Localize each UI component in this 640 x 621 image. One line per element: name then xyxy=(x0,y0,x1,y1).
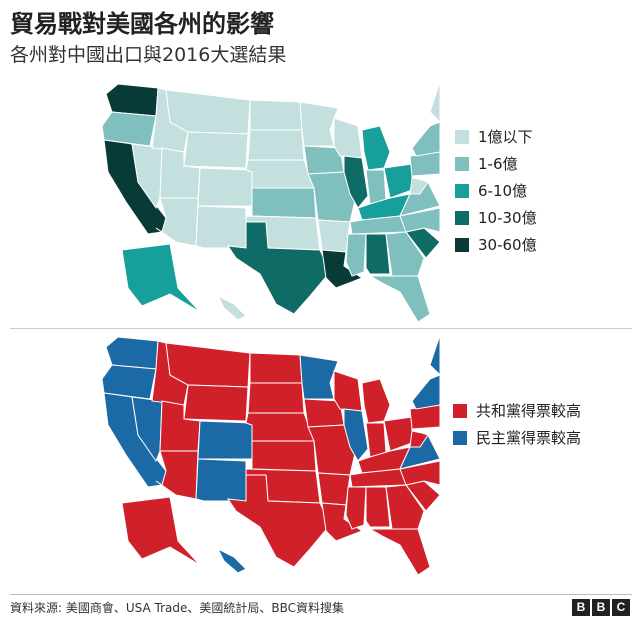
election-state-nm xyxy=(195,458,247,502)
exports-legend-swatch xyxy=(455,129,469,144)
exports-state-ny xyxy=(411,121,440,157)
exports-state-mi xyxy=(361,125,391,171)
exports-state-ar xyxy=(317,219,351,253)
exports-state-hi xyxy=(216,294,247,321)
election-legend: 共和黨得票較高 民主黨得票較高 xyxy=(453,397,581,451)
exports-map xyxy=(101,82,440,323)
election-state-wv xyxy=(409,430,429,448)
exports-state-fl xyxy=(368,275,431,323)
source-note: 資料來源: 美國商會、USA Trade、美國統計局、BBC資料搜集 xyxy=(10,601,344,615)
election-legend-swatch xyxy=(453,403,467,418)
election-state-wy xyxy=(183,384,249,422)
bbc-logo-letter: C xyxy=(612,599,630,616)
exports-legend-item: 1-6億 xyxy=(455,150,537,177)
election-legend-label: 民主黨得票較高 xyxy=(476,429,582,447)
exports-legend-item: 6-10億 xyxy=(455,177,537,204)
election-state-oh xyxy=(383,416,413,452)
exports-state-ne xyxy=(245,159,315,189)
election-state-pa xyxy=(409,404,440,430)
exports-state-sd xyxy=(247,129,305,161)
election-state-hi xyxy=(216,547,247,574)
election-state-tx xyxy=(226,474,331,568)
exports-state-nm xyxy=(195,205,247,249)
exports-legend-label: 30-60億 xyxy=(478,236,537,254)
exports-state-wv xyxy=(409,177,429,195)
exports-state-tx xyxy=(226,221,331,315)
exports-state-ms xyxy=(345,233,367,277)
exports-legend-item: 30-60億 xyxy=(455,231,537,258)
bbc-logo: B B C xyxy=(572,599,630,616)
exports-state-ak xyxy=(121,243,201,313)
exports-state-al xyxy=(365,233,391,275)
election-state-al xyxy=(365,486,391,528)
election-state-ms xyxy=(345,486,367,530)
exports-state-wi xyxy=(333,117,363,159)
election-state-ne xyxy=(245,412,315,442)
exports-legend-swatch xyxy=(455,210,469,225)
election-state-ga xyxy=(385,484,425,530)
exports-state-co xyxy=(197,167,253,207)
election-legend-item: 共和黨得票較高 xyxy=(453,397,581,424)
election-state-ar xyxy=(317,472,351,506)
exports-legend: 1億以下 1-6億 6-10億 10-30億 30-60億 xyxy=(455,123,537,258)
election-state-la xyxy=(321,502,364,542)
election-state-ak xyxy=(121,496,201,566)
election-state-in xyxy=(365,422,387,458)
exports-state-oh xyxy=(383,163,413,199)
exports-legend-label: 6-10億 xyxy=(478,182,528,200)
exports-legend-label: 1億以下 xyxy=(478,128,533,146)
exports-state-la xyxy=(321,249,364,289)
exports-state-nd xyxy=(249,99,303,131)
election-legend-item: 民主黨得票較高 xyxy=(453,424,581,451)
election-legend-label: 共和黨得票較高 xyxy=(476,402,582,420)
election-state-mi xyxy=(361,378,391,424)
exports-legend-item: 1億以下 xyxy=(455,123,537,150)
exports-state-in xyxy=(365,169,387,205)
exports-state-wa xyxy=(105,83,159,117)
exports-legend-label: 10-30億 xyxy=(478,209,537,227)
election-state-mn xyxy=(299,354,339,400)
exports-legend-swatch xyxy=(455,183,469,198)
page-title: 貿易戰對美國各州的影響 xyxy=(10,10,274,38)
exports-state-pa xyxy=(409,151,440,177)
exports-legend-swatch xyxy=(455,156,469,171)
footer-rule xyxy=(10,594,632,595)
exports-state-wy xyxy=(183,131,249,169)
election-state-wa xyxy=(105,336,159,370)
election-map xyxy=(101,335,440,576)
bbc-logo-letter: B xyxy=(592,599,610,616)
exports-state-mn xyxy=(299,101,339,147)
election-legend-swatch xyxy=(453,430,467,445)
election-state-ny xyxy=(411,374,440,410)
election-state-nd xyxy=(249,352,303,384)
election-state-ks xyxy=(251,440,317,472)
section-divider xyxy=(10,328,632,329)
election-state-co xyxy=(197,420,253,460)
exports-legend-label: 1-6億 xyxy=(478,155,518,173)
page-subtitle: 各州對中國出口與2016大選結果 xyxy=(10,44,287,66)
election-state-sd xyxy=(247,382,305,414)
election-state-wi xyxy=(333,370,363,412)
election-state-me xyxy=(429,335,440,376)
election-state-fl xyxy=(368,528,431,576)
exports-state-ks xyxy=(251,187,317,219)
bbc-logo-letter: B xyxy=(572,599,590,616)
exports-state-ga xyxy=(385,231,425,277)
exports-state-me xyxy=(429,82,440,123)
exports-legend-item: 10-30億 xyxy=(455,204,537,231)
exports-legend-swatch xyxy=(455,237,469,252)
